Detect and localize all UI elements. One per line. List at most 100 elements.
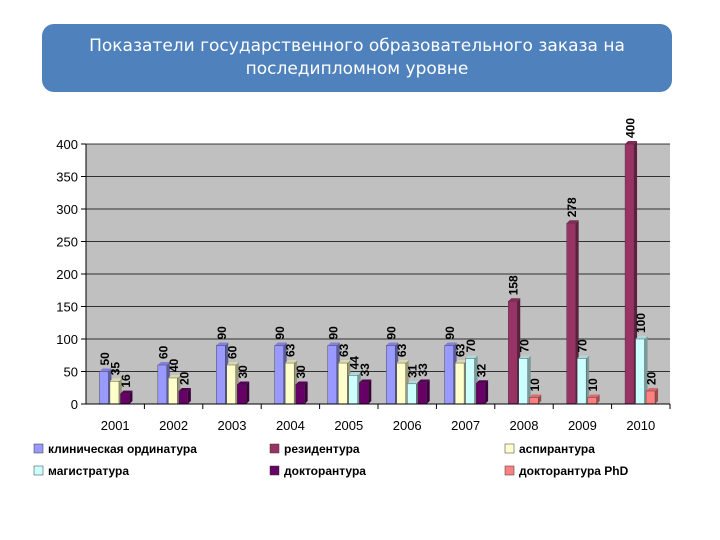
y-tick-label: 0 [71,397,78,412]
data-labels: 5035166040209060309063309063443390633133… [98,118,659,392]
data-label: 33 [358,363,372,377]
legend-item: докторантура [269,464,366,478]
bar-face [518,358,528,405]
y-tick-label: 100 [56,332,78,347]
data-label: 278 [565,197,579,217]
y-tick-label: 50 [64,365,78,380]
bar [529,394,542,405]
legend-label: докторантура [284,464,366,478]
bar-side [426,379,430,404]
data-label: 90 [443,326,457,340]
bar-top [157,362,170,365]
bar-face [109,381,120,405]
bar-face [284,362,295,405]
bar-top [529,394,542,398]
bar [454,360,468,405]
legend-swatch [269,443,280,454]
data-label: 63 [337,343,351,357]
bar-top [285,360,298,364]
bar [624,141,638,405]
legend-label: магистратура [48,464,129,478]
data-label: 20 [645,371,659,385]
bar [359,379,372,405]
data-label: 30 [236,365,250,379]
data-label: 100 [634,313,648,333]
data-label: 35 [108,362,122,376]
bar [407,380,420,405]
bar-top [359,379,372,383]
bar-top [407,380,420,384]
data-label: 20 [177,371,191,385]
data-label: 40 [167,358,181,372]
bar-side [596,394,600,404]
bar-top [518,355,531,359]
x-tick-label: 2001 [101,418,130,433]
data-label: 63 [284,343,298,357]
data-label: 60 [156,345,170,359]
data-label: 90 [273,326,287,340]
bar [465,355,478,405]
bar-top [237,381,250,385]
data-label: 70 [464,339,478,353]
bar-side [527,355,531,404]
y-tick-label: 150 [56,300,78,315]
bar-side [129,390,133,404]
bar-face [120,393,130,405]
bar-face [444,345,454,405]
data-label: 90 [326,326,340,340]
legend-label: клиническая ординатура [48,442,197,456]
bar-top [327,342,340,346]
legend-swatch [33,443,44,454]
bar-face [274,345,284,405]
title-banner: Показатели государственного образователь… [42,24,672,92]
bar-side [485,380,489,404]
bar-face [237,384,247,405]
bar [120,390,133,405]
bar-face [475,383,486,405]
legend-swatch [33,465,44,476]
bar [645,388,659,405]
bar-face [576,358,587,405]
data-label: 63 [395,343,409,357]
bar-top [168,375,181,378]
x-tick-label: 2008 [510,418,539,433]
bar-face [226,364,236,405]
bar-face [396,362,406,405]
bar-face [216,345,226,405]
legend-item: докторантура PhD [504,464,629,478]
bar-top [566,220,579,224]
bar-top [295,381,308,385]
bar-top [417,379,430,383]
bar-face [168,377,178,405]
bar-top [587,394,600,398]
legend-label: докторантура PhD [519,464,629,478]
bar-face [295,384,305,405]
bar-face [465,358,475,405]
data-label: 90 [215,326,229,340]
legend-swatch [269,465,280,476]
data-label: 10 [586,378,600,392]
x-tick-label: 2006 [393,418,422,433]
bar [417,379,430,405]
bar-face [157,364,168,405]
legend-item: клиническая ординатура [33,442,197,456]
bar-face [99,371,109,405]
bar-face [624,143,635,405]
bar-top [120,390,133,394]
bar-face [645,390,656,405]
bar-face [529,397,539,405]
x-tick-label: 2010 [626,418,655,433]
x-tick-label: 2002 [159,418,188,433]
bar-side [187,388,191,404]
data-label: 16 [119,374,133,388]
data-label: 33 [416,363,430,377]
bar-side [655,388,659,404]
data-label: 31 [406,364,420,378]
y-tick-label: 300 [56,202,78,217]
legend-label: аспирантура [519,442,595,456]
bar-face [338,362,348,405]
bar-top [274,342,287,346]
data-label: 70 [517,339,531,353]
bar [475,380,489,405]
